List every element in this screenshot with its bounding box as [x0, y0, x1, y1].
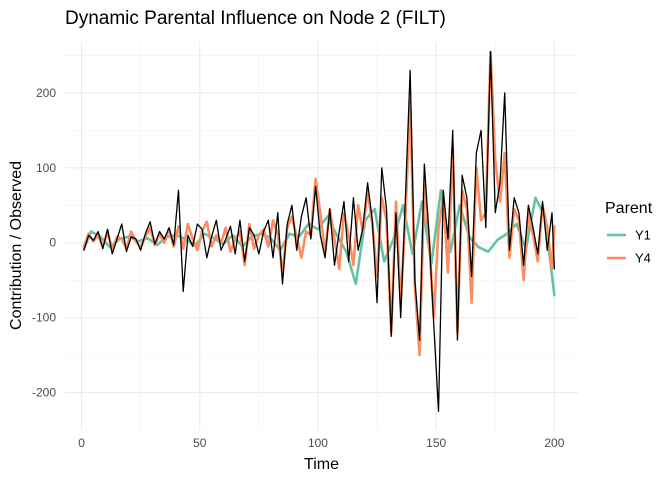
grid-lines — [65, 42, 578, 431]
y-tick-label: 200 — [36, 86, 56, 100]
x-axis-ticks: 0 50 100 150 200 — [78, 436, 564, 450]
y-tick-label: -100 — [32, 311, 56, 325]
x-axis-title: Time — [304, 456, 339, 473]
series-line-y4 — [82, 50, 556, 357]
y-tick-label: 0 — [49, 236, 56, 250]
series-line-y1 — [82, 189, 556, 297]
chart-title: Dynamic Parental Influence on Node 2 (FI… — [65, 8, 446, 29]
legend-label-y4: Y4 — [635, 251, 651, 266]
y-tick-label: 100 — [36, 161, 56, 175]
legend: Parent Y1 Y4 — [605, 200, 653, 266]
series-lines — [82, 50, 556, 412]
y-tick-label: -200 — [32, 386, 56, 400]
legend-label-y1: Y1 — [635, 228, 651, 243]
y-axis-title: Contribution / Observed — [8, 161, 25, 330]
legend-title: Parent — [605, 200, 653, 217]
x-tick-label: 200 — [544, 436, 564, 450]
x-tick-label: 0 — [78, 436, 85, 450]
series-line-observed — [83, 51, 556, 412]
x-tick-label: 100 — [308, 436, 328, 450]
x-tick-label: 50 — [193, 436, 207, 450]
x-tick-label: 150 — [426, 436, 446, 450]
y-axis-ticks: -200 -100 0 100 200 — [32, 86, 56, 400]
